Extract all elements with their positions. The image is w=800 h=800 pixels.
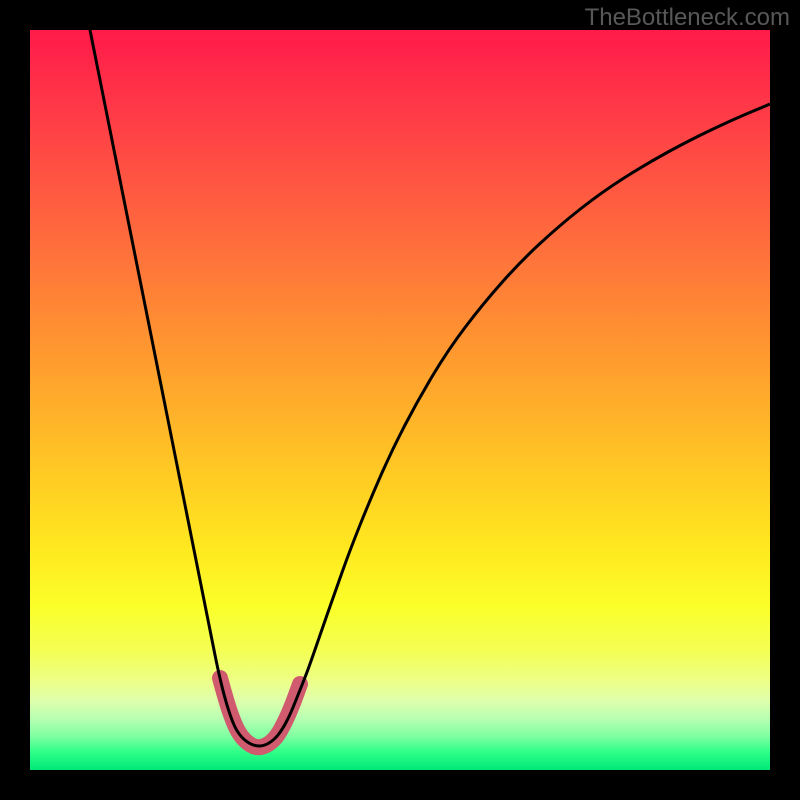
watermark-text: TheBottleneck.com bbox=[585, 4, 790, 32]
curve-layer bbox=[30, 30, 770, 770]
plot-area bbox=[30, 30, 770, 770]
chart-container: TheBottleneck.com bbox=[0, 0, 800, 800]
highlight-segment bbox=[220, 678, 300, 747]
main-curve bbox=[90, 30, 770, 746]
